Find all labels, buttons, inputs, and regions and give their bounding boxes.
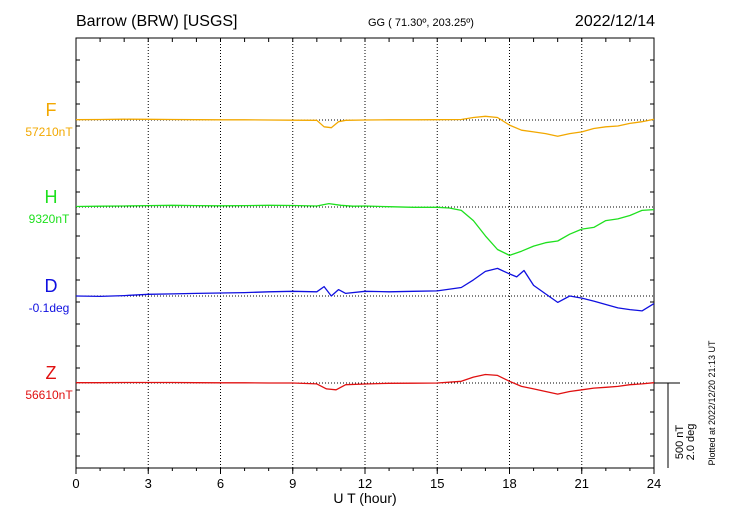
- plotted-timestamp: Plotted at 2022/12/20 21:13 UT: [707, 340, 717, 466]
- x-tick-label: 9: [289, 476, 296, 491]
- x-tick-label: 24: [647, 476, 661, 491]
- x-tick-label: 0: [72, 476, 79, 491]
- series-name-d: D: [45, 276, 58, 296]
- station-title: Barrow (BRW) [USGS]: [76, 13, 238, 30]
- x-tick-label: 6: [217, 476, 224, 491]
- series-line-z: [76, 373, 655, 395]
- baseline-label-z: 56610nT: [25, 388, 73, 402]
- x-tick-label: 18: [502, 476, 516, 491]
- series-line-f: [75, 115, 655, 137]
- series-layer: F 57210nT H 9320nT D -0.1deg Z 56610nT: [25, 100, 655, 402]
- series-name-h: H: [45, 187, 58, 207]
- plot-frame: [75, 37, 655, 469]
- x-tick-label: 3: [145, 476, 152, 491]
- x-tick-label: 12: [358, 476, 372, 491]
- scale-bar: 500 nT 2.0 deg: [654, 382, 697, 468]
- baseline-label-h: 9320nT: [29, 212, 70, 226]
- station-coords: GG ( 71.30º, 203.25º): [368, 17, 474, 29]
- grid: [76, 38, 654, 468]
- series-name-f: F: [46, 100, 57, 120]
- baseline-label-d: -0.1deg: [29, 301, 70, 315]
- x-axis-label: U T (hour): [333, 490, 396, 506]
- x-tick-label: 15: [430, 476, 444, 491]
- scale-bar-deg-label: 2.0 deg: [685, 424, 697, 461]
- date-label: 2022/12/14: [575, 13, 655, 30]
- series-line-d: [75, 267, 655, 312]
- x-tick-label: 21: [575, 476, 589, 491]
- series-line-h: [75, 202, 655, 257]
- series-name-z: Z: [46, 363, 57, 383]
- scale-bar-nt-label: 500 nT: [674, 425, 686, 460]
- x-axis: 0 3 6 9 12 15 18 21 24: [72, 37, 661, 491]
- baseline-label-f: 57210nT: [25, 125, 73, 139]
